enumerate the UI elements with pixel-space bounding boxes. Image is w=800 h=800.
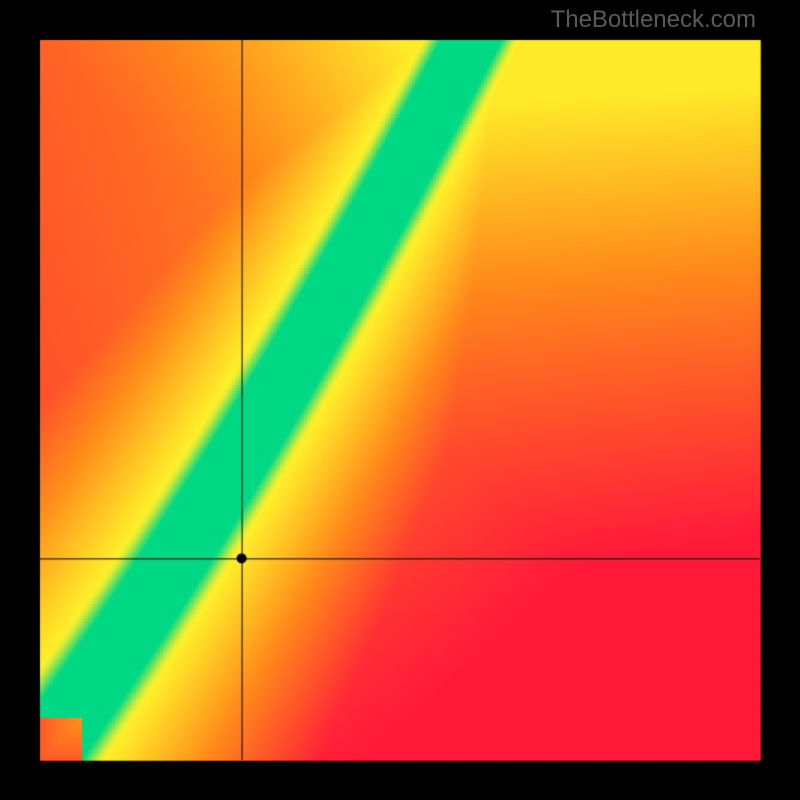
- chart-container: TheBottleneck.com: [0, 0, 800, 800]
- bottleneck-heatmap: [0, 0, 800, 800]
